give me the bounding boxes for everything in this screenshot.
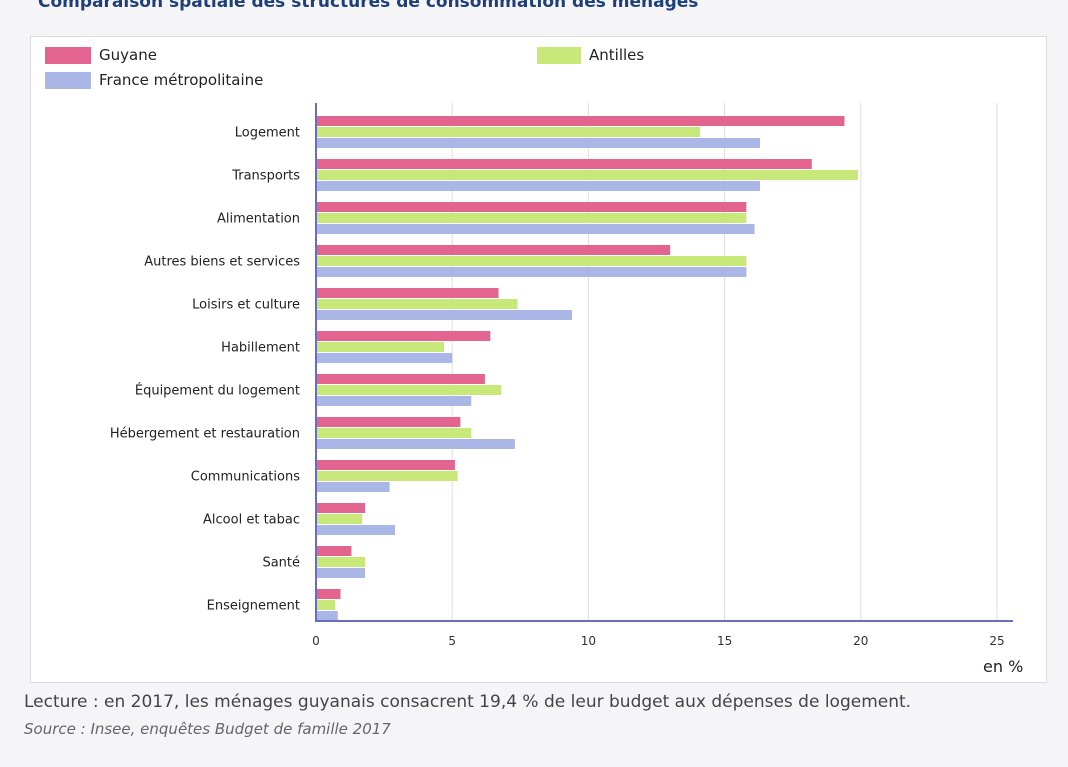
bar-guyane-4 xyxy=(316,288,499,298)
x-tick-label: 0 xyxy=(312,634,320,648)
category-label: Autres biens et services xyxy=(144,255,300,270)
bar-antilles-1 xyxy=(316,170,859,180)
x-tick-label: 10 xyxy=(581,634,596,648)
category-label: Alimentation xyxy=(217,212,300,227)
bar-antilles-3 xyxy=(316,256,747,266)
bar-guyane-3 xyxy=(316,245,671,255)
bar-france-m-tropolitaine-9 xyxy=(316,525,395,535)
bar-antilles-9 xyxy=(316,514,363,524)
bar-guyane-10 xyxy=(316,546,352,556)
bar-guyane-5 xyxy=(316,331,491,341)
legend-item-france-metropolitaine[interactable]: France métropolitaine xyxy=(45,71,263,89)
bar-guyane-11 xyxy=(316,589,341,599)
bar-guyane-9 xyxy=(316,503,366,513)
bar-antilles-0 xyxy=(316,127,701,137)
legend-swatch-guyane xyxy=(45,46,91,64)
bar-antilles-6 xyxy=(316,385,502,395)
unit-label: en % xyxy=(983,657,1024,676)
bar-france-m-tropolitaine-11 xyxy=(316,611,338,621)
bar-antilles-2 xyxy=(316,213,747,223)
bar-guyane-2 xyxy=(316,202,747,212)
bar-france-m-tropolitaine-3 xyxy=(316,267,747,277)
category-label: Communications xyxy=(191,470,300,485)
x-tick-label: 25 xyxy=(989,634,1004,648)
category-label: Habillement xyxy=(221,341,300,356)
legend-swatch-france-metropolitaine xyxy=(45,71,91,89)
bar-france-m-tropolitaine-2 xyxy=(316,224,755,234)
bar-france-m-tropolitaine-1 xyxy=(316,181,761,191)
reading-note: Lecture : en 2017, les ménages guyanais … xyxy=(24,692,912,712)
category-label: Hébergement et restauration xyxy=(110,427,300,442)
bar-guyane-6 xyxy=(316,374,485,384)
bar-france-m-tropolitaine-8 xyxy=(316,482,390,492)
category-label: Transports xyxy=(231,169,300,184)
category-label: Enseignement xyxy=(207,599,300,614)
bar-antilles-8 xyxy=(316,471,458,481)
bar-france-m-tropolitaine-10 xyxy=(316,568,366,578)
bar-guyane-0 xyxy=(316,116,845,126)
bar-guyane-1 xyxy=(316,159,812,169)
bar-guyane-8 xyxy=(316,460,455,470)
source-note: Source : Insee, enquêtes Budget de famil… xyxy=(24,720,391,738)
x-tick-label: 15 xyxy=(717,634,732,648)
chart-title: Comparaison spatiale des structures de c… xyxy=(38,0,699,12)
x-tick-label: 5 xyxy=(448,634,456,648)
category-label: Équipement du logement xyxy=(135,383,300,399)
chart-frame: Guyane Antilles France métropolitaine xyxy=(30,36,1047,683)
legend-label-guyane: Guyane xyxy=(99,46,157,64)
category-label: Santé xyxy=(262,556,300,571)
legend-label-france-metropolitaine: France métropolitaine xyxy=(99,71,264,89)
bar-antilles-11 xyxy=(316,600,336,610)
legend-item-antilles[interactable]: Antilles xyxy=(537,46,644,64)
bar-antilles-5 xyxy=(316,342,445,352)
legend-label-antilles: Antilles xyxy=(589,46,645,64)
legend-swatch-antilles xyxy=(537,46,581,64)
legend-item-guyane[interactable]: Guyane xyxy=(45,46,157,64)
bar-france-m-tropolitaine-0 xyxy=(316,138,761,148)
bar-france-m-tropolitaine-7 xyxy=(316,439,515,449)
bar-antilles-4 xyxy=(316,299,518,309)
bar-france-m-tropolitaine-5 xyxy=(316,353,453,363)
bar-antilles-7 xyxy=(316,428,472,438)
x-tick-label: 20 xyxy=(853,634,868,648)
category-label: Alcool et tabac xyxy=(203,513,300,528)
category-label: Loisirs et culture xyxy=(192,298,300,313)
bar-france-m-tropolitaine-6 xyxy=(316,396,472,406)
category-label: Logement xyxy=(235,126,300,141)
bar-guyane-7 xyxy=(316,417,461,427)
bar-france-m-tropolitaine-4 xyxy=(316,310,573,320)
bar-antilles-10 xyxy=(316,557,366,567)
